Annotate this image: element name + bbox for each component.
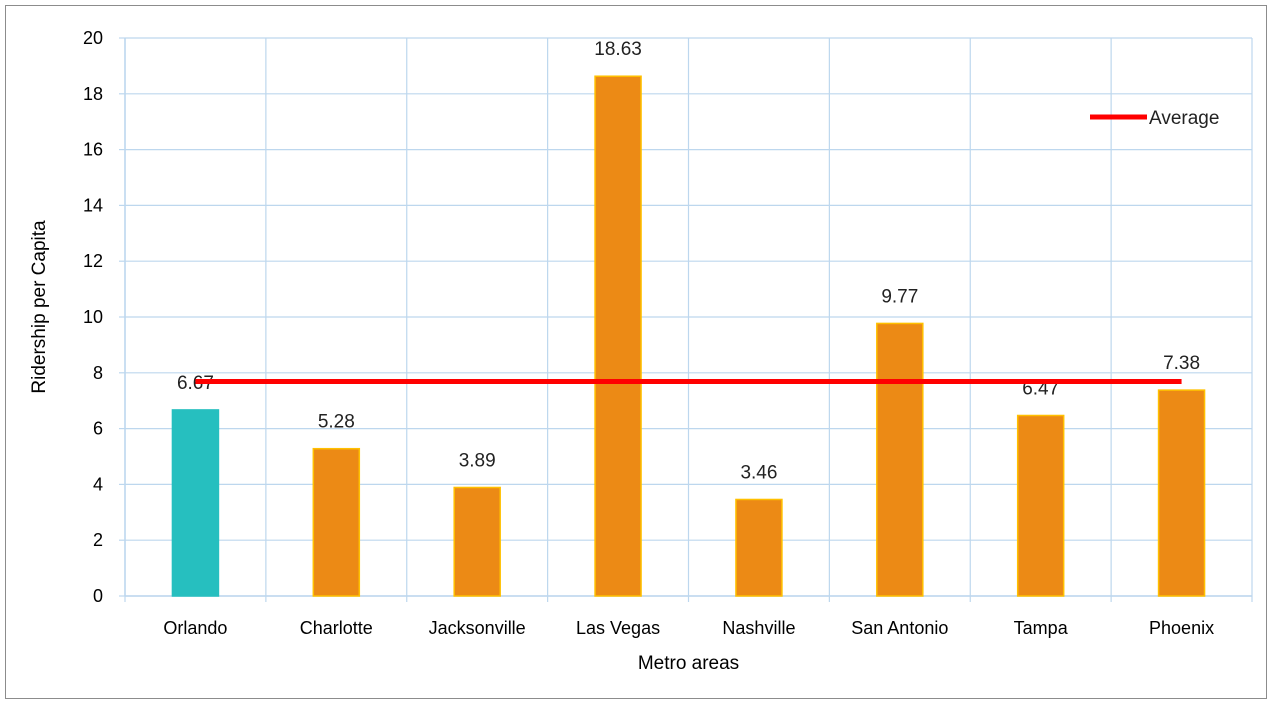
data-label: 7.38 bbox=[1163, 353, 1200, 374]
x-tick-label: Tampa bbox=[1014, 618, 1069, 638]
bar-las-vegas bbox=[594, 75, 642, 597]
data-label: 3.89 bbox=[459, 450, 496, 471]
y-tick-label: 14 bbox=[83, 195, 103, 215]
y-tick-label: 16 bbox=[83, 140, 103, 160]
x-tick-label: Orlando bbox=[163, 618, 227, 638]
data-label: 9.77 bbox=[881, 286, 918, 307]
y-tick-label: 20 bbox=[83, 28, 103, 48]
x-tick-label: Phoenix bbox=[1149, 618, 1214, 638]
bar-phoenix bbox=[1157, 389, 1206, 597]
y-tick-label: 8 bbox=[93, 363, 103, 383]
x-tick-label: Las Vegas bbox=[576, 618, 660, 638]
bar-jacksonville bbox=[453, 486, 501, 597]
x-tick-label: Jacksonville bbox=[429, 618, 526, 638]
bar-charlotte bbox=[312, 447, 361, 597]
x-tick-label: San Antonio bbox=[851, 618, 948, 638]
x-tick-labels: Orlando Charlotte Jacksonville Las Vegas Nas… bbox=[163, 618, 1214, 638]
y-tick-labels: 0 2 4 6 8 10 12 14 16 18 20 bbox=[83, 28, 103, 606]
legend: Average bbox=[1090, 108, 1219, 129]
y-tick-label: 12 bbox=[83, 251, 103, 271]
data-label: 18.63 bbox=[594, 39, 642, 60]
bar-san-antonio bbox=[876, 322, 924, 597]
x-tick-label: Nashville bbox=[722, 618, 795, 638]
y-axis-title: Ridership per Capita bbox=[29, 220, 50, 394]
y-tick-label: 4 bbox=[93, 474, 103, 494]
bars bbox=[171, 75, 1206, 597]
y-tick-label: 6 bbox=[93, 419, 103, 439]
legend-average-label: Average bbox=[1149, 108, 1219, 129]
gridlines bbox=[119, 37, 1253, 602]
y-tick-label: 18 bbox=[83, 84, 103, 104]
data-label: 5.28 bbox=[318, 412, 355, 433]
bar-nashville bbox=[735, 498, 783, 597]
y-tick-label: 2 bbox=[93, 530, 103, 550]
data-label: 3.46 bbox=[740, 462, 777, 483]
y-tick-label: 0 bbox=[93, 586, 103, 606]
x-tick-label: Charlotte bbox=[300, 618, 373, 638]
bar-orlando bbox=[171, 409, 220, 597]
y-tick-label: 10 bbox=[83, 307, 103, 327]
bar-tampa bbox=[1016, 414, 1065, 597]
x-axis-title: Metro areas bbox=[638, 653, 739, 674]
